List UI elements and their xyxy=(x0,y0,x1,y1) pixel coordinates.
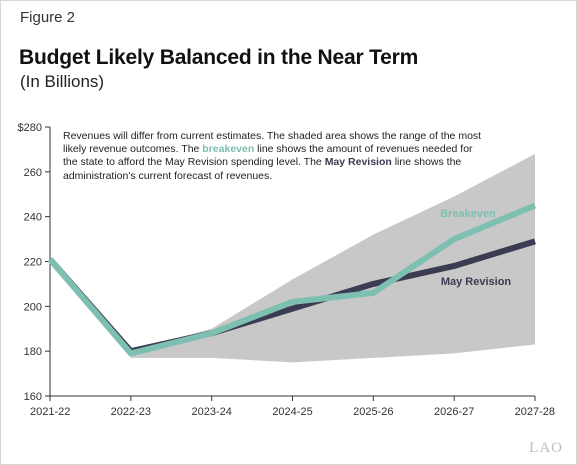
x-tick-label: 2024-25 xyxy=(272,406,312,418)
annotation-text-3: line shows the administration's current … xyxy=(63,156,462,182)
x-tick-label: 2027-28 xyxy=(515,406,555,418)
x-tick-label: 2023-24 xyxy=(191,406,231,418)
annotation-text-1: Revenues will differ from current estima… xyxy=(63,130,482,156)
x-tick-label: 2025-26 xyxy=(353,406,393,418)
chart-subtitle: (In Billions) xyxy=(20,72,105,91)
chart-title: Budget Likely Balanced in the Near Term xyxy=(19,46,419,69)
lao-logo: LAO xyxy=(529,440,563,456)
may-revision-series-label: May Revision xyxy=(441,276,512,288)
x-tick-label: 2021-22 xyxy=(30,406,70,418)
annotation-text-2: line shows the amount of revenues needed… xyxy=(63,143,473,169)
breakeven-line xyxy=(47,202,537,357)
annotation-breakeven-word: breakeven xyxy=(202,143,255,156)
annotation-may-revision-word: May Revision xyxy=(324,156,392,169)
y-tick-label: 200 xyxy=(24,301,42,313)
revenue-range-band xyxy=(50,153,535,363)
x-tick-label: 2026-27 xyxy=(434,406,474,418)
y-tick-label: 160 xyxy=(24,391,42,403)
y-tick-label: 180 xyxy=(24,346,42,358)
y-tick-label: 220 xyxy=(24,257,42,269)
breakeven-series-label: Breakeven xyxy=(440,208,496,220)
figure-label: Figure 2 xyxy=(20,9,76,26)
y-tick-label: $280 xyxy=(18,122,42,134)
chart-annotation: Revenues will differ from current estima… xyxy=(63,130,483,183)
y-tick-label: 260 xyxy=(24,167,42,179)
y-tick-label: 240 xyxy=(24,212,42,224)
x-tick-label: 2022-23 xyxy=(111,406,151,418)
